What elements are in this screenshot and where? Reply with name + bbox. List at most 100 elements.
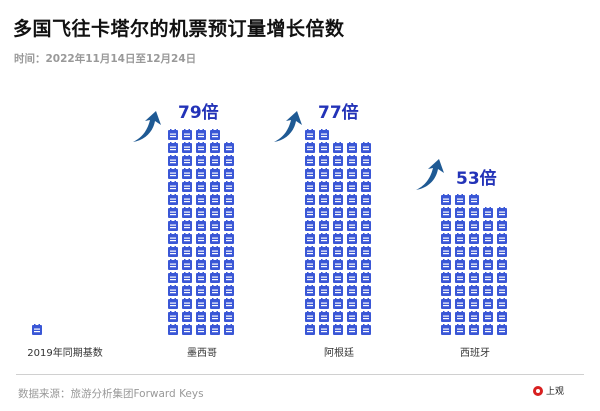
ticket-icon (497, 285, 507, 296)
chart-title: 多国飞往卡塔尔的机票预订量增长倍数 (13, 18, 345, 40)
ticket-icon (347, 142, 357, 153)
ticket-icon (224, 181, 234, 192)
ticket-icon (210, 194, 220, 205)
ticket-icon (305, 259, 315, 270)
ticket-icon (441, 285, 451, 296)
ticket-icon (305, 246, 315, 257)
ticket-icon (182, 194, 192, 205)
ticket-icon (305, 142, 315, 153)
ticket-icon (483, 220, 493, 231)
ticket-icon (196, 168, 206, 179)
ticket-icon (455, 324, 465, 335)
ticket-icon (361, 155, 371, 166)
ticket-icon (168, 298, 178, 309)
icon-grid-mexico (168, 129, 235, 335)
ticket-icon (483, 272, 493, 283)
ticket-icon (455, 194, 465, 205)
ticket-icon (441, 207, 451, 218)
ticket-icon (333, 285, 343, 296)
ticket-icon (182, 155, 192, 166)
ticket-icon (361, 311, 371, 322)
ticket-icon (361, 285, 371, 296)
ticket-icon (455, 207, 465, 218)
data-source: 数据来源：旅游分析集团Forward Keys (18, 388, 204, 400)
ticket-icon (168, 155, 178, 166)
ticket-icon (196, 220, 206, 231)
ticket-icon (319, 155, 329, 166)
ticket-icon (182, 181, 192, 192)
ticket-icon (333, 181, 343, 192)
ticket-icon (441, 259, 451, 270)
ticket-icon (224, 194, 234, 205)
ticket-icon (196, 207, 206, 218)
ticket-icon (182, 285, 192, 296)
ticket-icon (469, 311, 479, 322)
ticket-icon (210, 298, 220, 309)
ticket-icon (361, 246, 371, 257)
ticket-icon (168, 324, 178, 335)
ticket-icon (224, 311, 234, 322)
ticket-icon (319, 207, 329, 218)
ticket-icon (224, 272, 234, 283)
ticket-icon (196, 298, 206, 309)
ticket-icon (224, 298, 234, 309)
ticket-icon (455, 259, 465, 270)
arrow-icon (272, 110, 304, 148)
ticket-icon (196, 181, 206, 192)
ticket-icon (210, 168, 220, 179)
ticket-icon (333, 233, 343, 244)
ticket-icon (168, 259, 178, 270)
arrow-icon (131, 110, 163, 148)
ticket-icon (469, 272, 479, 283)
ticket-icon (483, 259, 493, 270)
ticket-icon (224, 220, 234, 231)
logo-ring-icon (533, 385, 543, 396)
ticket-icon (319, 129, 329, 140)
category-label-spain: 西班牙 (460, 348, 490, 359)
ticket-icon (224, 155, 234, 166)
ticket-icon (224, 324, 234, 335)
ticket-icon (469, 207, 479, 218)
category-label-argentina: 阿根廷 (324, 348, 354, 359)
ticket-icon (361, 142, 371, 153)
ticket-icon (168, 181, 178, 192)
ticket-icon (319, 311, 329, 322)
ticket-icon (347, 194, 357, 205)
ticket-icon (441, 272, 451, 283)
ticket-icon (210, 233, 220, 244)
ticket-icon (168, 168, 178, 179)
ticket-icon (333, 207, 343, 218)
ticket-icon (455, 298, 465, 309)
ticket-icon (168, 194, 178, 205)
ticket-icon (224, 246, 234, 257)
ticket-icon (182, 298, 192, 309)
ticket-icon (333, 194, 343, 205)
ticket-icon (210, 246, 220, 257)
ticket-icon (210, 155, 220, 166)
ticket-icon (224, 142, 234, 153)
ticket-icon (305, 233, 315, 244)
ticket-icon (210, 181, 220, 192)
ticket-icon (168, 220, 178, 231)
ticket-icon (319, 298, 329, 309)
ticket-icon (319, 324, 329, 335)
ticket-icon (196, 129, 206, 140)
ticket-icon (483, 233, 493, 244)
ticket-icon (305, 155, 315, 166)
ticket-icon (210, 207, 220, 218)
ticket-icon (483, 298, 493, 309)
ticket-icon (305, 207, 315, 218)
ticket-icon (469, 233, 479, 244)
ticket-icon (224, 285, 234, 296)
ticket-icon (469, 324, 479, 335)
ticket-icon (196, 155, 206, 166)
ticket-icon (182, 220, 192, 231)
ticket-icon (210, 285, 220, 296)
ticket-icon (182, 324, 192, 335)
ticket-icon (319, 259, 329, 270)
ticket-icon (182, 259, 192, 270)
ticket-icon (483, 311, 493, 322)
ticket-icon (196, 285, 206, 296)
ticket-icon (469, 298, 479, 309)
ticket-icon (224, 168, 234, 179)
